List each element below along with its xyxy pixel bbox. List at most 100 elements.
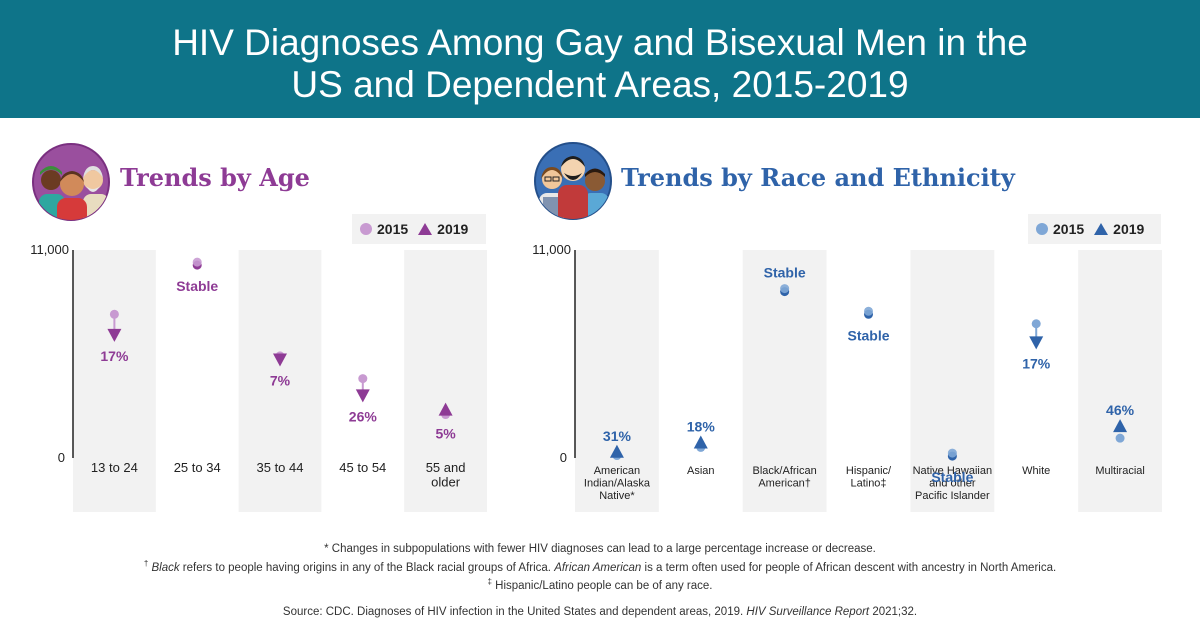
x-tick-label-line: Latino‡: [850, 478, 886, 490]
footnote-1: * Changes in subpopulations with fewer H…: [324, 543, 876, 555]
x-tick-label: Multiracial: [1095, 465, 1145, 477]
age-legend: 2015 2019: [352, 214, 486, 244]
x-tick-label-line: White: [1022, 465, 1050, 477]
age-chart: 11,000 0 13 to 24 17% 25 to 34 Stable 35 to 44…: [30, 242, 487, 512]
x-tick-label: 55 and older: [426, 460, 466, 490]
y-tick-label: 0: [58, 450, 65, 465]
race-section-title: Trends by Race and Ethnicity: [621, 163, 1015, 192]
data-label: 26%: [349, 408, 378, 424]
legend-item-2015: 2015: [360, 221, 408, 237]
data-label: 17%: [100, 348, 129, 364]
legend-dot-2015: [360, 223, 372, 235]
data-point-2019: [609, 444, 624, 458]
category-band: [238, 250, 322, 512]
legend-triangle-2019: [418, 223, 433, 235]
footnote-2-em-1: Black: [151, 561, 180, 574]
x-tick-label: American Indian/Alaska Native*: [584, 465, 651, 502]
y-tick-label: 0: [560, 450, 567, 465]
data-point-2015: [192, 257, 202, 267]
data-point-2015: [947, 448, 957, 458]
page-title-line-2: US and Dependent Areas, 2015-2019: [291, 64, 909, 105]
category-band: [73, 250, 156, 512]
x-tick-label-line: American: [594, 465, 640, 477]
x-tick-label: White: [1022, 465, 1050, 477]
three-men-avatar-icon: [32, 143, 110, 221]
footnote-2-text-1: refers to people having origins in any o…: [179, 561, 555, 574]
legend-label-2019: 2019: [437, 221, 469, 237]
data-label: Stable: [847, 327, 889, 343]
legend-item-2019: 2019: [1094, 221, 1144, 237]
data-point-2019: [693, 435, 708, 449]
three-men-avatar-icon: [534, 142, 612, 220]
y-tick-label: 11,000: [30, 242, 69, 257]
page-title-line-1: HIV Diagnoses Among Gay and Bisexual Men…: [172, 22, 1028, 63]
x-tick-label-line: Black/African: [753, 465, 817, 477]
x-tick-label-line: Asian: [687, 465, 715, 477]
data-point-2019: [355, 389, 370, 403]
data-label: Stable: [931, 469, 973, 485]
data-point-2015: [1115, 433, 1125, 443]
data-point-2019: [1029, 336, 1044, 350]
x-tick-label: 45 to 54: [339, 460, 386, 475]
legend-label-2015: 2015: [1053, 221, 1085, 237]
x-tick-label-line: Indian/Alaska: [584, 478, 651, 490]
x-tick-label-line: American†: [758, 478, 811, 490]
footnote-2-em-2: African American: [554, 561, 642, 574]
source-tail: 2021;32.: [869, 606, 918, 619]
data-point-2015: [109, 309, 119, 319]
data-label: 5%: [435, 426, 456, 442]
x-tick-label: 35 to 44: [257, 460, 304, 475]
category-band: [1078, 250, 1162, 512]
data-label: 18%: [687, 419, 716, 435]
data-point-2015: [780, 284, 790, 294]
x-tick-label-line: 13 to 24: [91, 460, 138, 475]
data-label: 7%: [270, 372, 291, 388]
x-tick-label-line: 25 to 34: [174, 460, 221, 475]
x-tick-label-line: and other: [929, 478, 976, 490]
x-tick-label-line: 55 and: [426, 460, 466, 475]
footnote-2-mark: †: [143, 558, 149, 568]
x-tick-label-line: Native*: [599, 490, 635, 502]
data-point-2019: [107, 328, 122, 342]
legend-item-2015: 2015: [1036, 221, 1084, 237]
legend-dot-2015: [1036, 223, 1048, 235]
source-citation: Source: CDC. Diagnoses of HIV infection …: [0, 605, 1200, 620]
legend-label-2019: 2019: [1113, 221, 1145, 237]
data-label: 46%: [1106, 402, 1135, 418]
y-tick-label: 11,000: [532, 242, 571, 257]
x-tick-label-line: 35 to 44: [257, 460, 304, 475]
x-tick-label: Native Hawaiian and other Pacific Islander: [913, 465, 992, 502]
data-point-2015: [864, 306, 873, 316]
data-point-2019: [438, 402, 453, 416]
data-point-2015: [1031, 319, 1041, 329]
x-tick-label: 25 to 34: [174, 460, 221, 475]
footnote-3: ‡ Hispanic/Latino people can be of any r…: [0, 575, 1200, 593]
data-point-2019: [273, 353, 287, 367]
footnote-2: † Black refers to people having origins …: [0, 557, 1200, 575]
category-band: [404, 250, 487, 512]
legend-label-2015: 2015: [377, 221, 409, 237]
x-tick-label: Black/African American†: [753, 465, 817, 490]
x-tick-label-line: Multiracial: [1095, 465, 1145, 477]
legend-triangle-2019: [1094, 223, 1109, 235]
data-label: Stable: [176, 278, 218, 294]
x-tick-label-line: Pacific Islander: [915, 490, 990, 502]
footnotes: * Changes in subpopulations with fewer H…: [0, 542, 1200, 620]
footnote-3-mark: ‡: [487, 576, 492, 586]
race-legend: 2015 2019: [1028, 214, 1161, 244]
data-label: Stable: [764, 265, 806, 281]
source-report-name: HIV Surveillance Report: [746, 606, 870, 619]
category-band: [910, 250, 995, 512]
legend-item-2019: 2019: [418, 221, 468, 237]
footnote-3-text: Hispanic/Latino people can be of any rac…: [491, 579, 713, 592]
age-section-title: Trends by Age: [120, 163, 310, 192]
header-banner: HIV Diagnoses Among Gay and Bisexual Men…: [0, 0, 1200, 118]
data-point-2015: [358, 374, 368, 384]
data-point-2019: [1113, 419, 1128, 433]
x-tick-label-line: older: [431, 475, 461, 490]
data-label: 31%: [603, 428, 632, 444]
source-text: Source: CDC. Diagnoses of HIV infection …: [282, 606, 747, 619]
x-tick-label-line: 45 to 54: [339, 460, 386, 475]
x-tick-label: 13 to 24: [91, 460, 138, 475]
footnote-2-text-2: is a term often used for people of Afric…: [641, 561, 1057, 574]
